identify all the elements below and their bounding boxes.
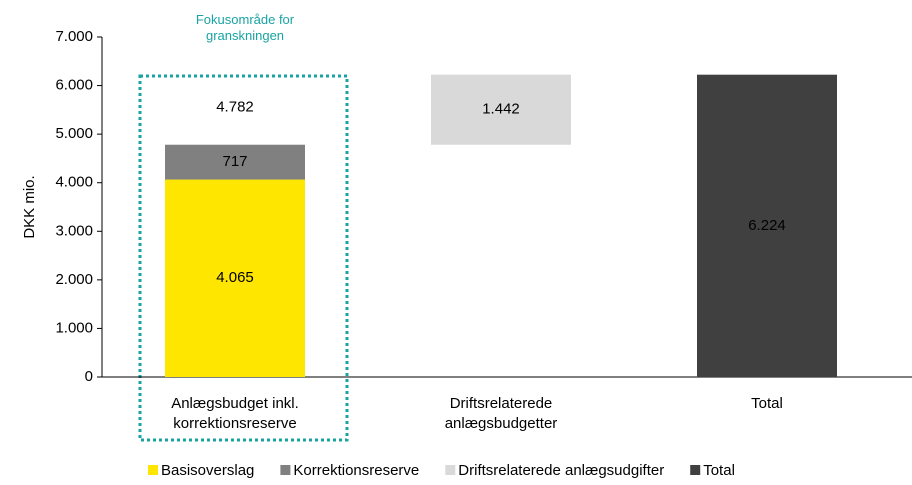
y-tick-label: 4.000 xyxy=(55,174,93,191)
y-axis-label: DKK mio. xyxy=(21,175,38,238)
bar xyxy=(165,179,305,377)
y-tick-label: 2.000 xyxy=(55,271,93,288)
legend-swatch xyxy=(445,465,456,475)
legend-swatch xyxy=(280,465,291,475)
bar xyxy=(431,74,571,145)
bar xyxy=(165,144,305,180)
y-tick-label: 6.000 xyxy=(55,77,93,94)
legend-label: Basisoverslag xyxy=(161,462,254,479)
y-tick-label: 7.000 xyxy=(55,28,93,45)
y-tick-label: 3.000 xyxy=(55,222,93,239)
total-label: 4.782 xyxy=(216,99,254,116)
x-tick-label: Total xyxy=(751,395,783,412)
value-label: 1.442 xyxy=(482,101,520,118)
value-label: 717 xyxy=(222,153,247,170)
legend-label: Total xyxy=(703,462,735,479)
legend-label: Driftsrelaterede anlægsudgifter xyxy=(458,462,664,479)
bar xyxy=(697,74,837,377)
y-tick-label: 1.000 xyxy=(55,319,93,336)
x-tick-label: Driftsrelaterede anlægsbudgetter xyxy=(444,395,558,432)
legend-label: Korrektionsreserve xyxy=(293,462,419,479)
y-tick-label: 5.000 xyxy=(55,125,93,142)
focus-box xyxy=(138,74,349,442)
legend-swatch xyxy=(148,465,158,475)
y-tick-label: 0 xyxy=(85,368,93,385)
value-label: 6.224 xyxy=(748,217,786,234)
value-label: 4.065 xyxy=(216,269,254,286)
legend-swatch xyxy=(690,465,701,475)
x-tick-label: Anlægsbudget inkl. korrektionsreserve xyxy=(171,395,299,432)
annotation: Fokusområde for granskningen xyxy=(195,12,295,43)
